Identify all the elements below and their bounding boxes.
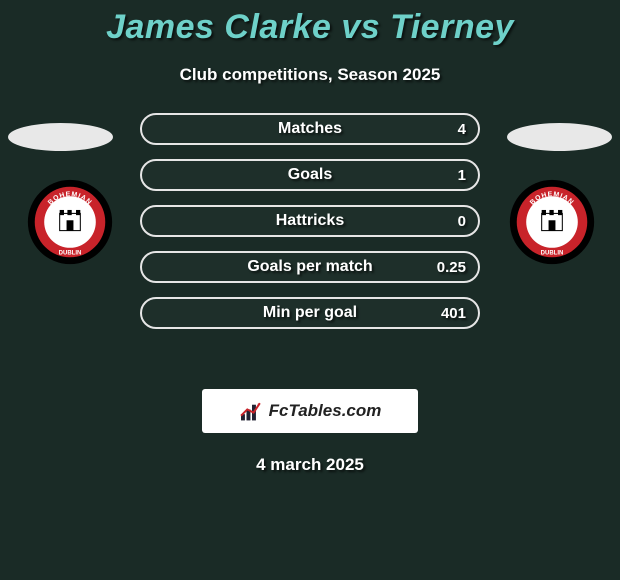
stat-value-right: 1 (458, 161, 466, 189)
stat-value-right: 0 (458, 207, 466, 235)
content-area: BOHEMIAN DUBLIN BOHEMIAN DUBLIN (0, 113, 620, 373)
bar-chart-icon (239, 400, 265, 422)
brand-badge: FcTables.com (202, 389, 418, 433)
stat-label: Matches (142, 115, 478, 143)
player-silhouette-left (8, 123, 113, 151)
stat-row: Matches 4 (140, 113, 480, 145)
stat-value-right: 0.25 (437, 253, 466, 281)
stats-list: Matches 4 Goals 1 Hattricks 0 Goals per … (140, 113, 480, 343)
page-title: James Clarke vs Tierney (0, 0, 620, 47)
subtitle: Club competitions, Season 2025 (0, 65, 620, 85)
club-crest-icon: BOHEMIAN DUBLIN (509, 179, 595, 265)
stat-label: Goals per match (142, 253, 478, 281)
stat-label: Min per goal (142, 299, 478, 327)
stat-value-right: 401 (441, 299, 466, 327)
stat-row: Goals 1 (140, 159, 480, 191)
stat-label: Goals (142, 161, 478, 189)
stat-row: Hattricks 0 (140, 205, 480, 237)
stat-label: Hattricks (142, 207, 478, 235)
comparison-card: James Clarke vs Tierney Club competition… (0, 0, 620, 580)
brand-text: FcTables.com (269, 401, 382, 421)
stat-row: Goals per match 0.25 (140, 251, 480, 283)
stat-row: Min per goal 401 (140, 297, 480, 329)
stat-value-right: 4 (458, 115, 466, 143)
club-badge-left: BOHEMIAN DUBLIN (27, 179, 113, 265)
club-badge-right: BOHEMIAN DUBLIN (509, 179, 595, 265)
date-text: 4 march 2025 (0, 455, 620, 475)
club-crest-icon: BOHEMIAN DUBLIN (27, 179, 113, 265)
player-silhouette-right (507, 123, 612, 151)
svg-text:DUBLIN: DUBLIN (541, 251, 564, 257)
svg-text:DUBLIN: DUBLIN (59, 251, 82, 257)
